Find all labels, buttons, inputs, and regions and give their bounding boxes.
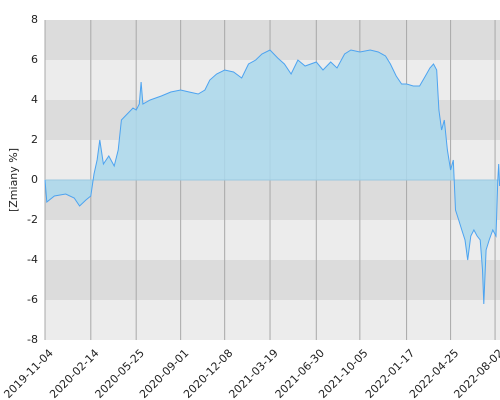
- area: [45, 50, 500, 304]
- y-tick-label: 2: [31, 133, 38, 146]
- y-tick-label: 4: [31, 93, 38, 106]
- band: [45, 180, 500, 220]
- band: [45, 300, 500, 340]
- y-tick-label: 8: [31, 13, 38, 26]
- y-tick-label: -6: [27, 293, 38, 306]
- y-tick-label: -8: [27, 333, 38, 346]
- y-tick-label: -4: [27, 253, 38, 266]
- line: [44, 49, 500, 305]
- y-tick-label: -2: [27, 213, 38, 226]
- y-axis-label: [Zmiany %]: [7, 148, 20, 212]
- band: [45, 220, 500, 260]
- y-tick-label: 6: [31, 53, 38, 66]
- band: [45, 260, 500, 300]
- y-tick-label: 0: [31, 173, 38, 186]
